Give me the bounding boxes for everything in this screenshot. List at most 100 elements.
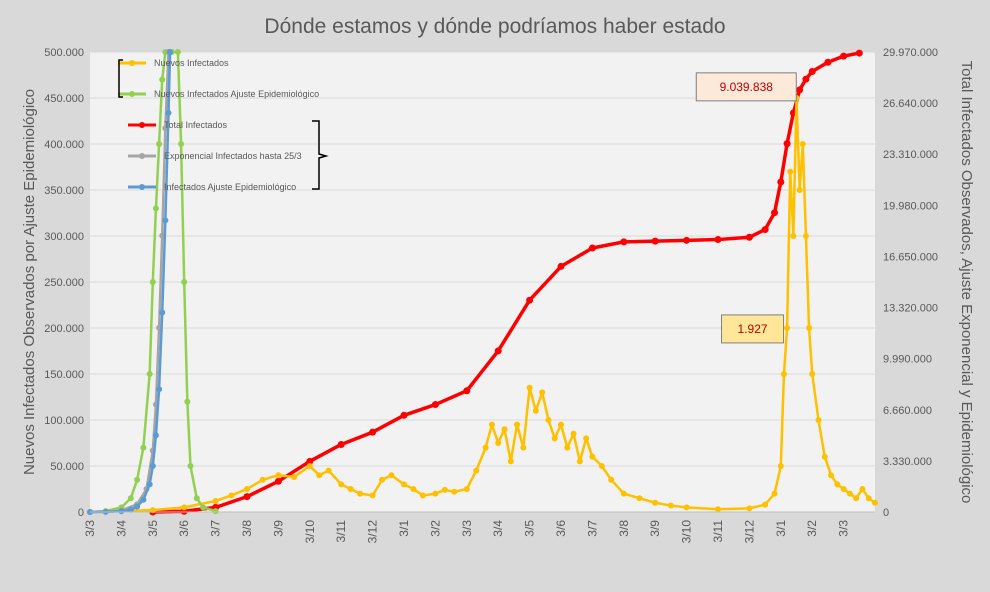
data-point bbox=[174, 49, 181, 55]
data-point bbox=[780, 371, 787, 377]
x-axis-tick-label: 3/1 bbox=[774, 520, 788, 537]
data-point bbox=[834, 481, 841, 488]
data-point bbox=[558, 421, 564, 428]
left-axis-tick-label: 350.000 bbox=[44, 185, 84, 197]
data-point bbox=[152, 432, 159, 439]
legend: Nuevos Infectados Nuevos Infectados Ajust… bbox=[118, 58, 329, 192]
x-axis-tick-label: 3/2 bbox=[428, 520, 442, 537]
left-axis-tick-label: 250.000 bbox=[44, 277, 84, 289]
data-point bbox=[799, 141, 806, 147]
data-point bbox=[790, 233, 797, 239]
data-point bbox=[259, 476, 266, 483]
data-point bbox=[473, 467, 480, 474]
data-point bbox=[746, 505, 753, 512]
x-axis-tick-label: 3/8 bbox=[240, 520, 254, 537]
left-axis-ticks: 0 50.000 100.000 150.000 200.000 250.000 300.0… bbox=[44, 47, 84, 519]
data-point bbox=[872, 499, 878, 506]
legend-label: Total Infectados bbox=[164, 120, 228, 130]
data-point bbox=[482, 444, 489, 451]
data-point bbox=[539, 389, 546, 396]
data-point bbox=[400, 411, 408, 419]
x-axis-ticks: 3/3 3/4 3/5 3/6 3/7 3/8 3/9 3/10 3/11 3/12 3/1 3/2 3… bbox=[83, 520, 851, 544]
chart-title: Dónde estamos y dónde podríamos haber es… bbox=[264, 15, 725, 38]
left-axis-title: Nuevos Infectados Observados por Ajuste … bbox=[21, 89, 38, 475]
data-point bbox=[463, 387, 471, 395]
data-point bbox=[526, 384, 533, 391]
left-axis-tick-label: 200.000 bbox=[44, 323, 84, 335]
data-point bbox=[156, 141, 163, 147]
data-point bbox=[821, 453, 828, 460]
data-point bbox=[514, 421, 521, 428]
data-point bbox=[808, 67, 816, 75]
series-0 bbox=[87, 95, 878, 515]
data-point bbox=[193, 495, 200, 502]
x-axis-tick-label: 3/5 bbox=[523, 520, 537, 537]
data-point bbox=[118, 508, 125, 515]
left-axis-tick-label: 300.000 bbox=[44, 231, 84, 243]
data-point bbox=[275, 472, 282, 479]
data-point bbox=[583, 435, 590, 442]
data-point bbox=[410, 486, 417, 492]
data-point bbox=[338, 481, 345, 488]
right-axis-title: Total Infectados Observados, Ajuste Expo… bbox=[958, 61, 975, 504]
data-point bbox=[187, 463, 194, 469]
data-point bbox=[441, 486, 448, 493]
data-point bbox=[828, 472, 835, 479]
data-point bbox=[771, 490, 778, 497]
data-point bbox=[325, 467, 332, 474]
data-point bbox=[652, 499, 659, 506]
right-axis-tick-label: 3.330.000 bbox=[883, 456, 932, 468]
data-point bbox=[178, 141, 185, 147]
data-point bbox=[347, 486, 354, 492]
data-point bbox=[859, 486, 866, 492]
x-axis-tick-label: 3/9 bbox=[271, 520, 285, 537]
right-axis-tick-label: 29.970.000 bbox=[883, 47, 938, 59]
series-4 bbox=[87, 49, 174, 515]
data-point bbox=[787, 168, 794, 175]
right-axis-tick-label: 9.990.000 bbox=[883, 354, 932, 366]
x-axis-tick-label: 3/3 bbox=[83, 520, 97, 537]
data-point bbox=[463, 486, 470, 492]
legend-label: Exponencial Infectados hasta 25/3 bbox=[164, 151, 302, 161]
data-point bbox=[551, 435, 558, 442]
data-point bbox=[388, 472, 395, 479]
data-point bbox=[598, 463, 605, 469]
series-line bbox=[89, 50, 216, 514]
right-axis-tick-label: 13.320.000 bbox=[883, 303, 938, 315]
data-point bbox=[589, 453, 596, 460]
right-axis-tick-label: 0 bbox=[883, 507, 889, 519]
data-point bbox=[520, 444, 527, 451]
data-point bbox=[494, 347, 502, 355]
right-axis-tick-label: 26.640.000 bbox=[883, 98, 938, 110]
data-point bbox=[667, 502, 674, 509]
right-axis-tick-label: 23.310.000 bbox=[883, 149, 938, 161]
data-point bbox=[146, 371, 153, 377]
data-point bbox=[771, 209, 779, 217]
right-axis-ticks: 0 3.330.000 6.660.000 9.990.000 13.320.000 16… bbox=[883, 47, 938, 519]
x-axis-tick-label: 3/11 bbox=[711, 520, 725, 543]
data-point bbox=[244, 486, 250, 492]
right-axis-tick-label: 16.650.000 bbox=[883, 251, 938, 263]
callout-label: 9.039.838 bbox=[720, 80, 774, 94]
x-axis-tick-label: 3/8 bbox=[617, 520, 631, 537]
data-point bbox=[134, 476, 141, 483]
data-point bbox=[802, 75, 810, 83]
data-point bbox=[588, 244, 596, 252]
data-point bbox=[159, 309, 166, 316]
x-axis-tick-label: 3/6 bbox=[554, 520, 568, 537]
x-axis-tick-label: 3/12 bbox=[366, 520, 380, 544]
data-point bbox=[431, 401, 439, 409]
data-point bbox=[316, 472, 323, 479]
x-axis-tick-label: 3/7 bbox=[585, 520, 599, 537]
data-point bbox=[840, 52, 848, 60]
data-point bbox=[228, 492, 235, 499]
data-point bbox=[507, 458, 514, 465]
data-point bbox=[796, 187, 803, 193]
x-axis-tick-label: 3/1 bbox=[397, 520, 411, 537]
data-point bbox=[274, 477, 282, 485]
data-point bbox=[545, 417, 552, 423]
data-point bbox=[783, 140, 791, 148]
x-axis-tick-label: 3/4 bbox=[491, 520, 505, 537]
